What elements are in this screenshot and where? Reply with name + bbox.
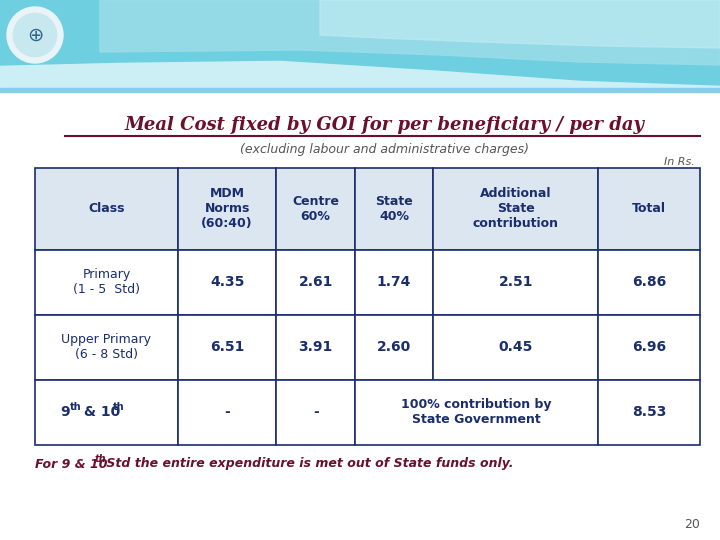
Text: 20: 20	[684, 518, 700, 531]
Text: th: th	[113, 402, 125, 413]
Bar	[355, 168, 433, 249]
Bar	[276, 168, 355, 249]
Bar	[355, 315, 433, 380]
Text: Std the entire expenditure is met out of State funds only.: Std the entire expenditure is met out of…	[102, 457, 513, 470]
Bar	[178, 380, 276, 445]
Text: 1.74: 1.74	[377, 275, 411, 289]
Bar	[35, 249, 178, 315]
Circle shape	[13, 13, 57, 57]
Text: 6.51: 6.51	[210, 340, 244, 354]
Text: Class: Class	[89, 202, 125, 215]
Text: & 10: & 10	[78, 406, 120, 420]
Text: Additional
State
contribution: Additional State contribution	[473, 187, 559, 231]
Polygon shape	[0, 0, 720, 85]
Text: For 9 & 10: For 9 & 10	[35, 457, 107, 470]
Text: Total: Total	[632, 202, 666, 215]
Bar	[276, 315, 355, 380]
Text: 2.51: 2.51	[498, 275, 533, 289]
Bar	[35, 380, 178, 445]
Bar	[598, 380, 700, 445]
Text: Meal Cost fixed by GOI for per beneficiary / per day: Meal Cost fixed by GOI for per beneficia…	[125, 116, 645, 134]
Text: th: th	[95, 454, 107, 464]
Text: In Rs.: In Rs.	[665, 157, 695, 167]
Text: 0.45: 0.45	[499, 340, 533, 354]
Circle shape	[7, 7, 63, 63]
Text: 8.53: 8.53	[632, 406, 666, 420]
Text: -: -	[312, 406, 318, 420]
Text: -: -	[225, 406, 230, 420]
Text: Centre
60%: Centre 60%	[292, 195, 339, 223]
Text: MDM
Norms
(60:40): MDM Norms (60:40)	[202, 187, 253, 231]
Bar	[355, 249, 433, 315]
Text: Upper Primary
(6 - 8 Std): Upper Primary (6 - 8 Std)	[61, 333, 151, 361]
Bar	[0, 0, 720, 110]
Bar	[433, 168, 598, 249]
Text: 4.35: 4.35	[210, 275, 244, 289]
Bar	[35, 168, 178, 249]
Text: 100% contribution by
State Government: 100% contribution by State Government	[401, 399, 552, 427]
Text: Primary
(1 - 5  Std): Primary (1 - 5 Std)	[73, 268, 140, 296]
Bar	[433, 315, 598, 380]
Text: 6.96: 6.96	[632, 340, 666, 354]
Text: 3.91: 3.91	[299, 340, 333, 354]
Bar	[35, 315, 178, 380]
Polygon shape	[100, 0, 720, 65]
Bar	[598, 315, 700, 380]
Bar	[178, 168, 276, 249]
Text: th: th	[70, 402, 81, 413]
Bar	[355, 380, 598, 445]
Bar	[598, 168, 700, 249]
Text: State
40%: State 40%	[375, 195, 413, 223]
Text: 2.60: 2.60	[377, 340, 411, 354]
Text: 6.86: 6.86	[632, 275, 666, 289]
Text: ⊕: ⊕	[27, 25, 43, 44]
Bar	[178, 315, 276, 380]
Bar	[0, 88, 720, 92]
Polygon shape	[320, 0, 720, 48]
Bar	[276, 249, 355, 315]
Bar	[0, 90, 720, 540]
Bar	[178, 249, 276, 315]
Text: 9: 9	[60, 406, 71, 420]
Text: (excluding labour and administrative charges): (excluding labour and administrative cha…	[240, 144, 529, 157]
Bar	[433, 249, 598, 315]
Bar	[598, 249, 700, 315]
Bar	[276, 380, 355, 445]
Text: 2.61: 2.61	[299, 275, 333, 289]
